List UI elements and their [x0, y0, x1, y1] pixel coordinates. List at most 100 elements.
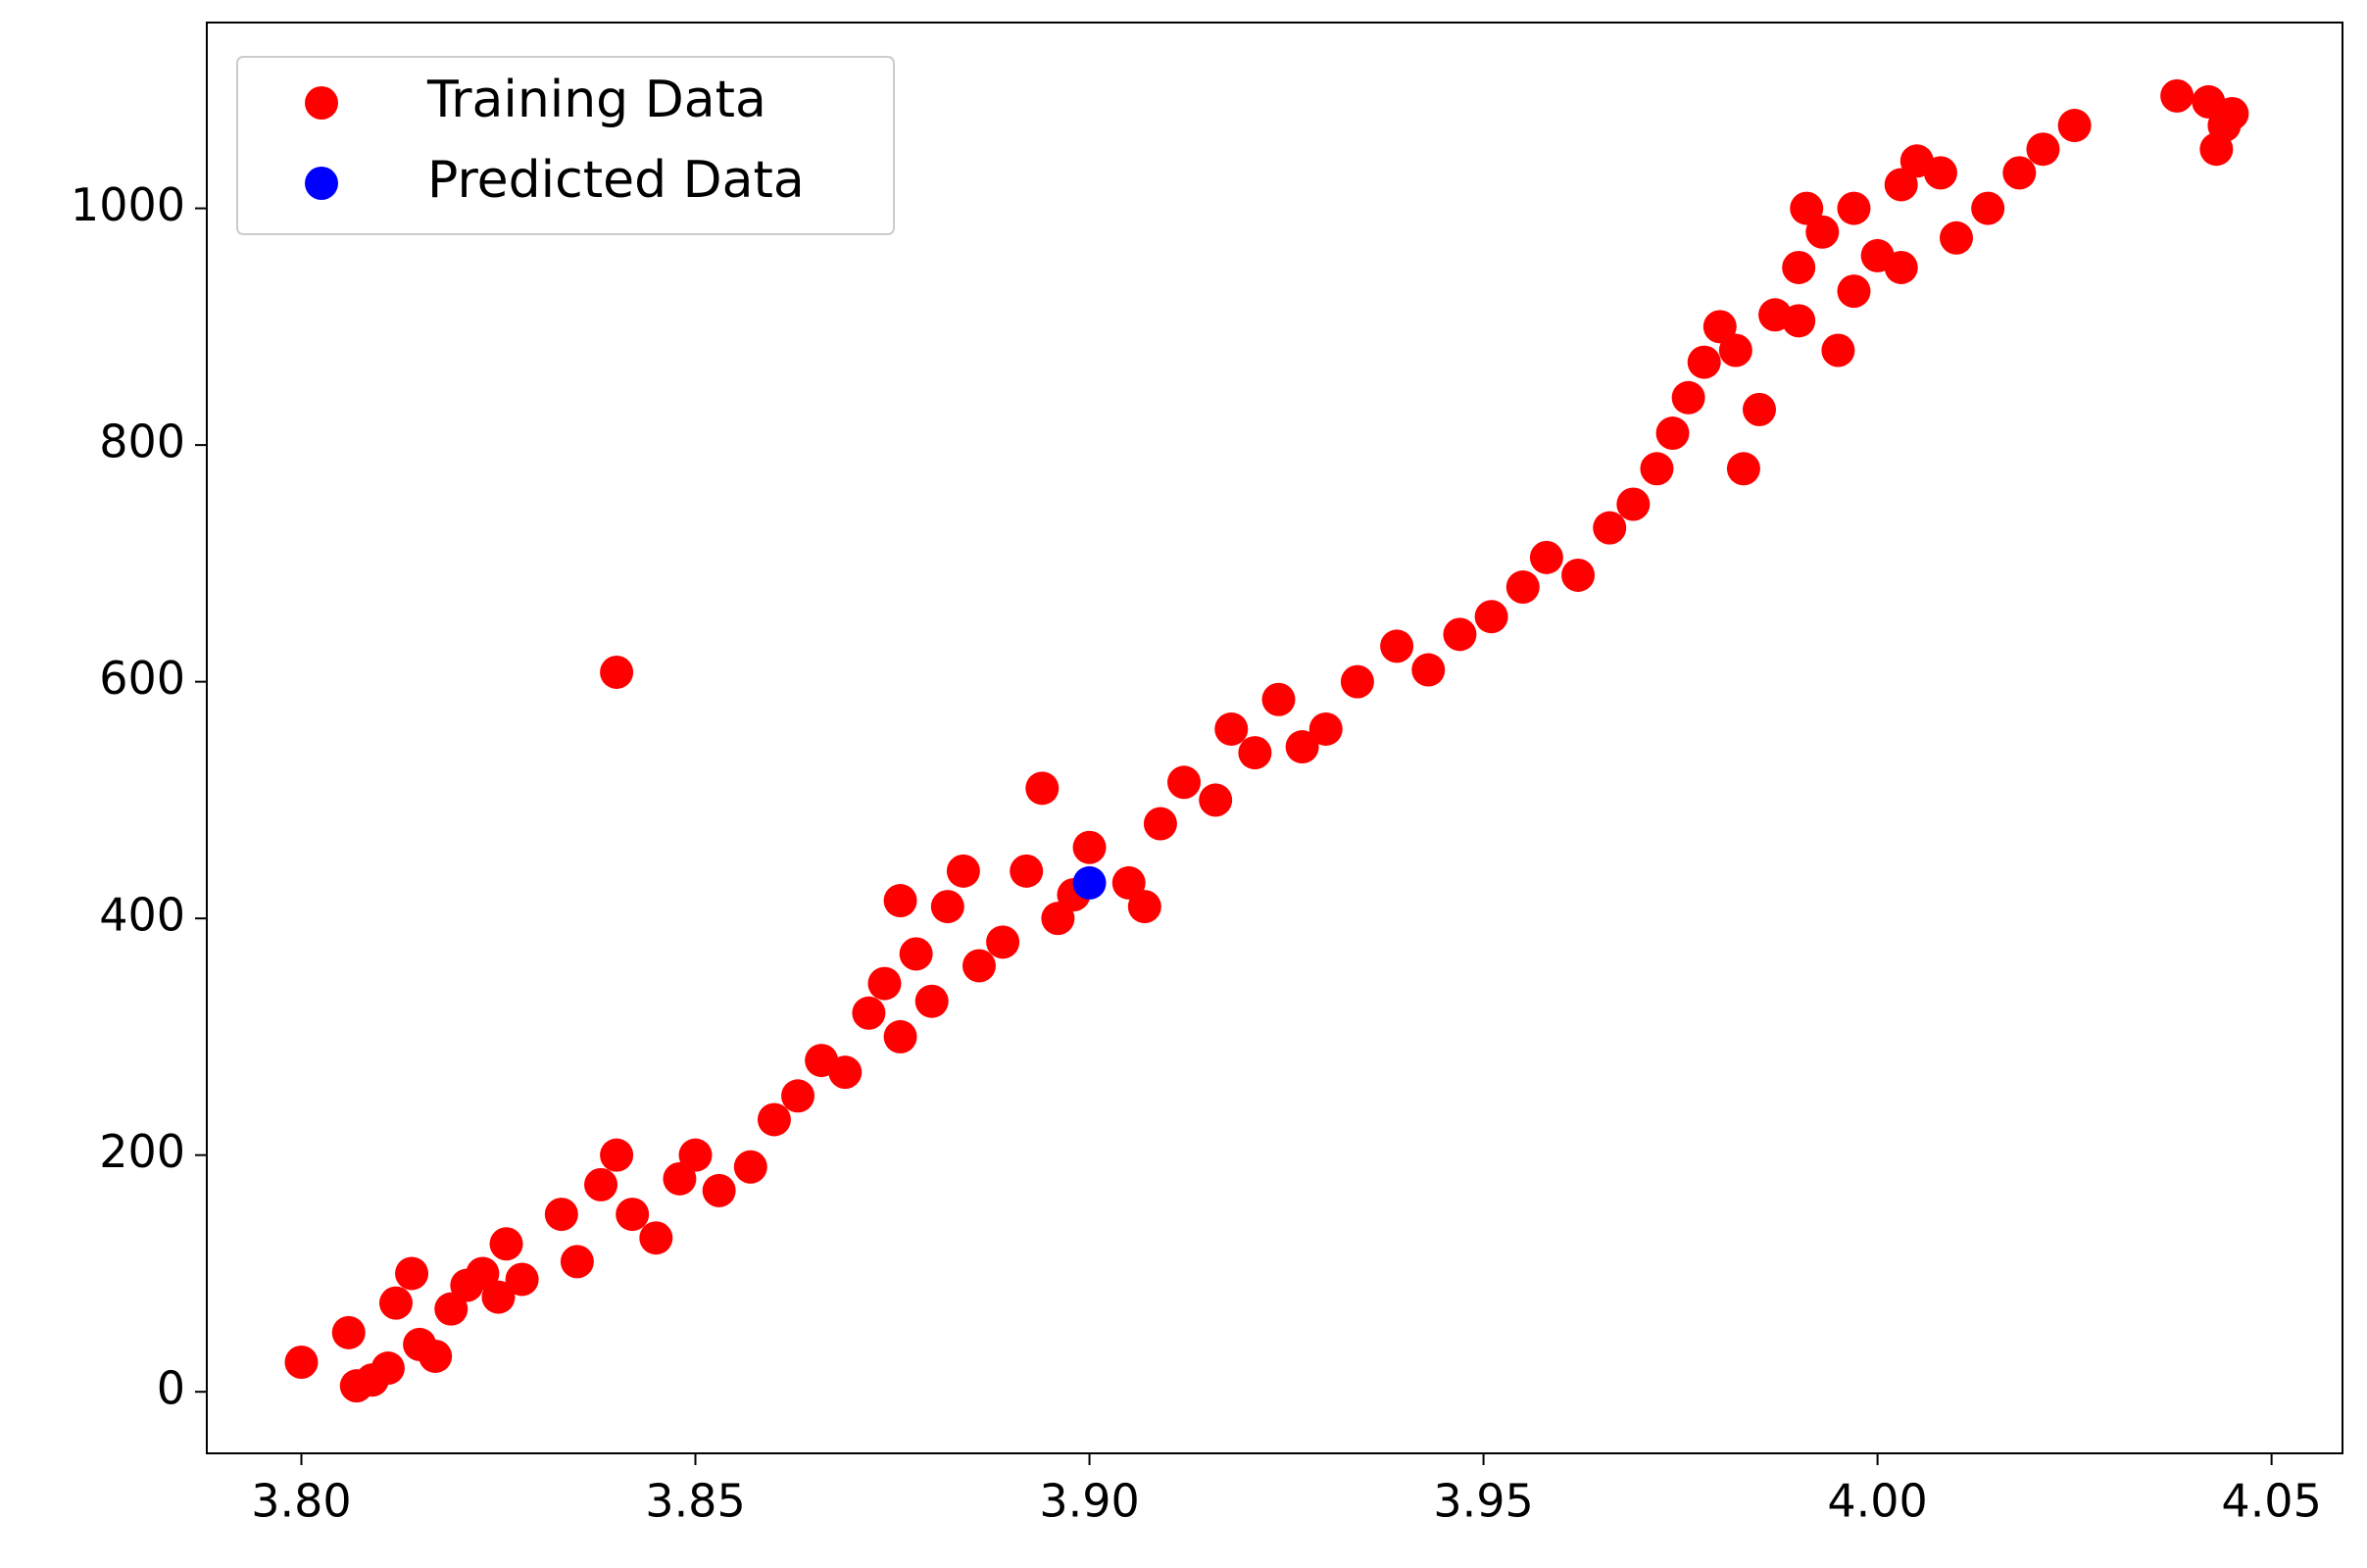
- point: [1923, 156, 1957, 190]
- point: [1072, 865, 1107, 900]
- point: [2199, 132, 2234, 167]
- point: [1010, 854, 1044, 888]
- point: [395, 1256, 429, 1291]
- point: [2160, 78, 2194, 113]
- point: [434, 1292, 468, 1326]
- point: [378, 1286, 413, 1320]
- x-tick-label: 3.90: [1039, 1475, 1139, 1528]
- point: [1884, 168, 1918, 202]
- legend: Training Data Predicted Data: [236, 56, 895, 235]
- point: [1308, 711, 1343, 746]
- point: [331, 1315, 366, 1349]
- y-tick-label: 200: [99, 1125, 185, 1178]
- point: [1380, 629, 1414, 663]
- point: [639, 1221, 673, 1255]
- point: [733, 1150, 767, 1184]
- point: [1655, 416, 1690, 451]
- point: [1505, 570, 1540, 605]
- point: [899, 937, 933, 971]
- point: [883, 1019, 917, 1054]
- point: [1837, 274, 1871, 309]
- point: [1411, 653, 1446, 687]
- point: [1790, 191, 1824, 225]
- point: [1214, 711, 1249, 746]
- point: [757, 1102, 791, 1137]
- y-tick-label: 1000: [71, 178, 185, 231]
- plot-frame: [206, 22, 2343, 1454]
- point: [481, 1280, 516, 1314]
- point: [1041, 902, 1075, 936]
- point: [852, 996, 886, 1030]
- point: [616, 1198, 650, 1232]
- point: [370, 1351, 405, 1386]
- legend-label: Training Data: [426, 71, 766, 129]
- point: [702, 1173, 736, 1207]
- point: [1782, 304, 1816, 338]
- y-tick-label: 600: [99, 652, 185, 705]
- legend-label: Predicted Data: [427, 151, 805, 210]
- point: [883, 884, 917, 918]
- point: [1238, 736, 1272, 770]
- point: [2002, 156, 2037, 190]
- point: [600, 1138, 634, 1172]
- point: [489, 1227, 523, 1261]
- point: [1821, 333, 1855, 368]
- point: [600, 655, 634, 689]
- point: [1072, 830, 1107, 864]
- point: [419, 1339, 453, 1373]
- x-tick-label: 3.95: [1433, 1475, 1533, 1528]
- point: [1782, 250, 1816, 284]
- legend-marker: [305, 86, 338, 120]
- point: [1127, 890, 1161, 924]
- point: [544, 1198, 578, 1232]
- y-tick-label: 400: [99, 889, 185, 942]
- legend-marker: [305, 167, 338, 200]
- point: [560, 1245, 594, 1279]
- legend-box: [236, 56, 895, 235]
- point: [867, 966, 902, 1001]
- point: [1143, 807, 1177, 841]
- x-tick-label: 4.00: [1827, 1475, 1927, 1528]
- point: [2057, 109, 2092, 143]
- point: [1261, 682, 1296, 716]
- point: [284, 1346, 319, 1380]
- point: [678, 1138, 713, 1172]
- point: [1616, 487, 1651, 521]
- point: [1199, 783, 1233, 817]
- point: [1285, 730, 1319, 764]
- point: [1884, 250, 1918, 284]
- point: [1805, 215, 1840, 249]
- point: [1940, 220, 1974, 255]
- point: [663, 1161, 697, 1196]
- x-tick-label: 3.85: [645, 1475, 745, 1528]
- point: [1474, 600, 1508, 634]
- point: [914, 984, 949, 1018]
- point: [828, 1055, 863, 1090]
- point: [1971, 191, 2005, 225]
- x-tick-label: 4.05: [2221, 1475, 2321, 1528]
- point: [1702, 310, 1737, 344]
- point: [986, 925, 1020, 959]
- point: [1111, 865, 1146, 900]
- point: [1167, 765, 1202, 800]
- point: [1529, 540, 1563, 574]
- point: [1025, 771, 1060, 806]
- point: [1640, 452, 1674, 486]
- point: [1726, 452, 1760, 486]
- y-tick-label: 0: [157, 1362, 185, 1415]
- point: [1443, 617, 1477, 652]
- point: [1837, 191, 1871, 225]
- point: [930, 890, 964, 924]
- point: [1687, 345, 1721, 379]
- point: [946, 854, 980, 888]
- point: [1561, 558, 1596, 592]
- point: [962, 949, 996, 983]
- point: [781, 1079, 815, 1113]
- point: [505, 1262, 539, 1297]
- point: [2026, 132, 2060, 167]
- point: [2215, 96, 2249, 130]
- point: [1718, 333, 1752, 368]
- point: [466, 1256, 500, 1291]
- point: [1671, 380, 1705, 415]
